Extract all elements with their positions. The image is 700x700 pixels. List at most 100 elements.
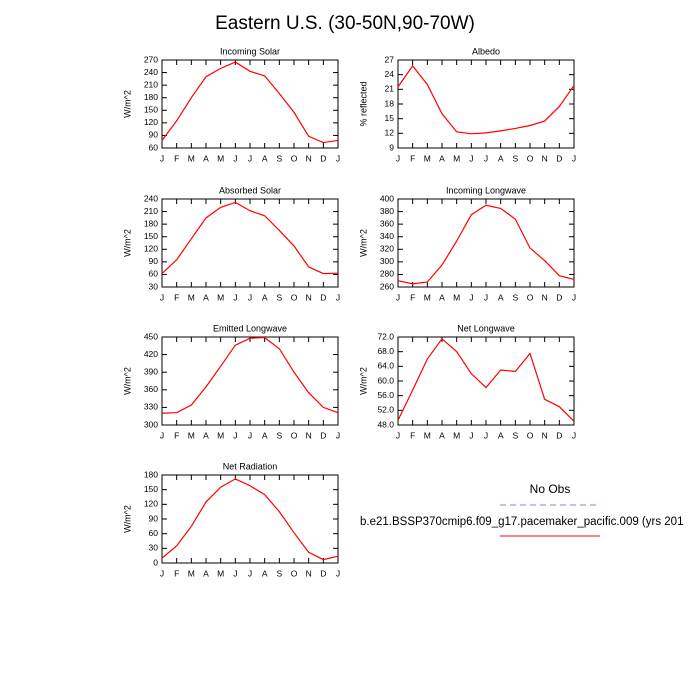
panel-title: Incoming Solar — [220, 46, 280, 56]
x-tick-label: M — [188, 430, 195, 440]
y-tick-label: 24 — [385, 69, 395, 79]
x-tick-label: J — [233, 430, 237, 440]
plot-frame — [161, 336, 339, 426]
y-tick-label: 180 — [144, 92, 158, 102]
y-tick-label: 72.0 — [377, 331, 394, 341]
x-tick-label: O — [527, 153, 534, 163]
x-tick-label: J — [336, 430, 340, 440]
x-tick-label: D — [556, 292, 562, 302]
x-tick-label: J — [484, 292, 488, 302]
x-tick-label: D — [320, 430, 326, 440]
data-line — [161, 336, 339, 414]
x-tick-label: J — [396, 153, 400, 163]
y-tick-label: 270 — [144, 54, 158, 64]
x-tick-label: J — [572, 430, 576, 440]
x-tick-label: J — [469, 153, 473, 163]
data-line — [161, 478, 339, 561]
x-tick-label: N — [306, 292, 312, 302]
x-tick-label: A — [262, 153, 268, 163]
y-tick-label: 64.0 — [377, 361, 394, 371]
x-tick-label: S — [276, 568, 282, 578]
x-tick-label: A — [498, 292, 504, 302]
x-tick-label: J — [469, 292, 473, 302]
y-tick-label: 12 — [385, 128, 395, 138]
x-tick-label: J — [160, 153, 164, 163]
x-tick-label: J — [248, 292, 252, 302]
x-tick-label: J — [396, 430, 400, 440]
x-tick-label: J — [233, 292, 237, 302]
panel-title: Albedo — [472, 46, 500, 56]
legend-label: No Obs — [530, 482, 571, 496]
y-tick-label: 330 — [144, 402, 158, 412]
x-tick-label: J — [469, 430, 473, 440]
x-tick-label: M — [217, 430, 224, 440]
y-tick-label: 240 — [144, 67, 158, 77]
y-tick-label: 60 — [149, 142, 159, 152]
x-tick-label: J — [160, 568, 164, 578]
y-tick-label: 27 — [385, 54, 395, 64]
x-tick-label: A — [203, 153, 209, 163]
y-tick-label: 320 — [380, 244, 394, 254]
y-tick-label: 60.0 — [377, 375, 394, 385]
y-tick-label: 0 — [153, 557, 158, 567]
x-tick-label: A — [439, 153, 445, 163]
y-tick-label: 240 — [144, 193, 158, 203]
y-tick-label: 360 — [380, 218, 394, 228]
x-tick-label: A — [203, 292, 209, 302]
x-tick-label: O — [291, 430, 298, 440]
x-tick-label: S — [512, 430, 518, 440]
data-line — [397, 337, 575, 422]
plot-frame — [161, 474, 339, 564]
y-tick-label: 400 — [380, 193, 394, 203]
x-tick-label: A — [203, 568, 209, 578]
y-tick-label: 90 — [149, 513, 159, 523]
x-tick-label: F — [410, 292, 415, 302]
y-axis-label: W/m^2 — [122, 367, 132, 395]
x-tick-label: J — [233, 568, 237, 578]
x-tick-label: N — [306, 568, 312, 578]
y-tick-label: 120 — [144, 499, 158, 509]
y-tick-label: 390 — [144, 366, 158, 376]
y-axis-label: W/m^2 — [122, 505, 132, 533]
x-tick-label: M — [424, 430, 431, 440]
y-tick-label: 150 — [144, 484, 158, 494]
y-tick-label: 68.0 — [377, 346, 394, 356]
x-tick-label: F — [174, 292, 179, 302]
y-tick-label: 90 — [149, 130, 159, 140]
y-tick-label: 380 — [380, 206, 394, 216]
x-tick-label: S — [276, 153, 282, 163]
y-tick-label: 30 — [149, 543, 159, 553]
y-tick-label: 120 — [144, 117, 158, 127]
x-tick-label: A — [262, 430, 268, 440]
x-tick-label: J — [572, 153, 576, 163]
x-tick-label: D — [556, 153, 562, 163]
y-tick-label: 18 — [385, 98, 395, 108]
x-tick-label: M — [217, 153, 224, 163]
x-tick-label: M — [188, 153, 195, 163]
x-tick-label: M — [217, 292, 224, 302]
y-tick-label: 260 — [380, 281, 394, 291]
x-tick-label: O — [291, 292, 298, 302]
x-tick-label: J — [160, 430, 164, 440]
y-tick-label: 180 — [144, 218, 158, 228]
x-tick-label: M — [188, 568, 195, 578]
y-tick-label: 210 — [144, 206, 158, 216]
x-tick-label: S — [512, 292, 518, 302]
panel-title: Net Longwave — [457, 323, 515, 333]
x-tick-label: A — [498, 153, 504, 163]
panel-title: Absorbed Solar — [219, 185, 281, 195]
x-tick-label: F — [410, 153, 415, 163]
x-tick-label: J — [336, 153, 340, 163]
y-tick-label: 30 — [149, 281, 159, 291]
x-tick-label: M — [188, 292, 195, 302]
x-tick-label: D — [320, 153, 326, 163]
x-tick-label: F — [174, 568, 179, 578]
x-tick-label: J — [396, 292, 400, 302]
y-tick-label: 150 — [144, 105, 158, 115]
legend-label: b.e21.BSSP370cmip6.f09_g17.pacemaker_pac… — [360, 516, 683, 528]
y-tick-label: 15 — [385, 113, 395, 123]
x-tick-label: F — [174, 153, 179, 163]
y-tick-label: 48.0 — [377, 419, 394, 429]
data-line — [397, 64, 575, 135]
